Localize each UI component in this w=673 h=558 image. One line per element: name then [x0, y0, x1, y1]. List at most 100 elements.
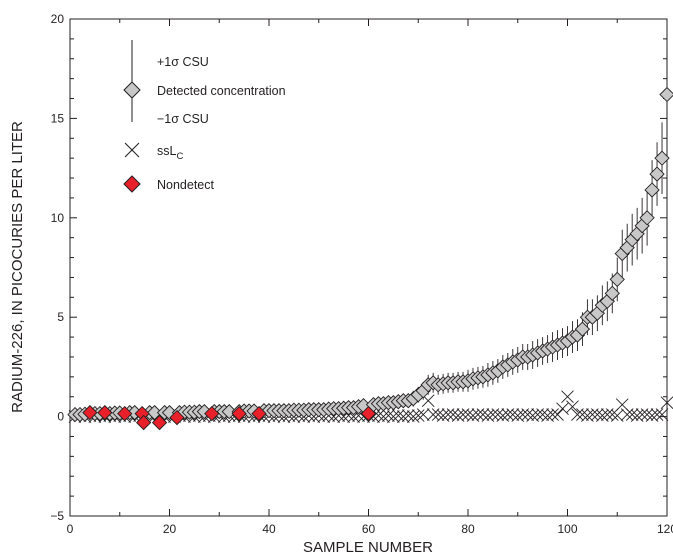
legend-nondetect-diamond-icon [123, 175, 141, 193]
sslc-x-mark [491, 408, 505, 421]
sslc-x-mark [486, 408, 500, 421]
detected-point [639, 210, 655, 226]
sslc-x-mark [536, 408, 549, 421]
sslc-x-mark [501, 408, 515, 421]
sslc-x-mark [660, 396, 673, 410]
legend-nondetect-label: Nondetect [157, 178, 215, 192]
y-tick-labels: −5 0 5 10 15 20 [50, 12, 64, 523]
sslc-x-mark [526, 409, 539, 422]
x-tick-label: 60 [362, 522, 376, 536]
sslc-x-mark [451, 409, 465, 422]
sslc-x-mark [416, 408, 430, 421]
sslc-x-mark [377, 410, 390, 423]
nondetect-point [231, 405, 247, 422]
x-tick-label: 40 [262, 522, 276, 536]
sslc-x-mark [456, 408, 470, 421]
sslc-x-mark [546, 408, 559, 421]
plot-area [67, 18, 673, 517]
sslc-x-mark [645, 409, 659, 422]
sslc-x-mark [596, 409, 609, 422]
nondetect-point [251, 405, 267, 422]
sslc-x-mark [541, 409, 554, 422]
detected-point [574, 321, 591, 337]
x-tick-label: 20 [163, 522, 177, 536]
sslc-x-mark [591, 408, 604, 421]
y-tick-label: 5 [57, 310, 64, 324]
sslc-x-mark [571, 408, 584, 421]
detected-point [659, 86, 673, 103]
sslc-x-mark [561, 390, 574, 404]
sslc-x-mark [476, 408, 490, 421]
sslc-x-mark [411, 409, 425, 422]
legend-plus-csu-label: +1σ CSU [157, 55, 209, 69]
x-tick-label: 120 [657, 522, 673, 536]
sslc-x-mark [630, 409, 644, 422]
sslc-x-mark [620, 408, 634, 421]
sslc-x-mark [387, 410, 400, 423]
sslc-x-mark [461, 408, 475, 421]
detected-point [649, 166, 665, 182]
sslc-x-mark [397, 410, 410, 423]
nondetect-point [135, 414, 152, 431]
nondetect-point [82, 404, 98, 421]
legend-minus-csu-label: −1σ CSU [157, 112, 209, 126]
sslc-x-mark [401, 409, 415, 422]
detected-point [604, 285, 620, 301]
sslc-x-mark [372, 409, 385, 422]
y-tick-label: 10 [51, 211, 65, 225]
sslc-x-mark [566, 400, 579, 413]
sslc-x-mark [551, 408, 564, 421]
sslc-x-mark [650, 408, 664, 421]
y-tick-label: −5 [50, 509, 64, 523]
sslc-x-mark [431, 408, 445, 421]
sslc-x-mark [466, 409, 480, 422]
sslc-x-mark [600, 408, 614, 421]
sslc-x-mark [586, 408, 599, 421]
sslc-x-mark [436, 409, 450, 422]
x-tick-labels: 0 20 40 60 80 100 120 [67, 522, 673, 536]
y-tick-label: 20 [51, 12, 65, 26]
detected-point [644, 182, 660, 198]
sslc-x-mark [426, 408, 440, 421]
sslc-x-mark [521, 408, 535, 421]
x-axis-title: SAMPLE NUMBER [303, 539, 433, 556]
nondetect-point [117, 405, 133, 422]
legend-sslc-label: ssLC [157, 144, 183, 162]
detected-series [67, 46, 673, 423]
sslc-x-mark [496, 409, 510, 422]
sslc-x-mark [625, 408, 639, 421]
sslc-x-mark [576, 408, 589, 421]
sslc-x-mark [392, 409, 405, 422]
sslc-x-mark [506, 408, 520, 421]
nondetect-point [151, 414, 168, 431]
legend-x-mark-icon [124, 142, 140, 158]
sslc-x-mark [610, 409, 624, 422]
sslc-x-mark [531, 408, 544, 421]
nondetect-point [169, 409, 185, 426]
nondetect-point [360, 405, 377, 422]
sslc-x-mark [516, 408, 530, 421]
x-tick-label: 0 [67, 522, 74, 536]
detected-point [654, 150, 670, 166]
nondetect-series [82, 404, 377, 431]
x-tick-label: 100 [557, 522, 577, 536]
sslc-x-mark [441, 408, 455, 421]
y-tick-label: 0 [57, 410, 64, 424]
detected-point [609, 271, 625, 288]
sslc-x-mark [382, 409, 395, 422]
sslc-x-mark [481, 409, 495, 422]
y-axis-title: RADIUM-226, IN PICOCURIES PER LITER [9, 121, 26, 413]
sslc-x-mark [471, 408, 485, 421]
sslc-x-mark [655, 408, 669, 421]
axis-ticks [69, 18, 668, 517]
sslc-x-mark [511, 409, 525, 422]
legend-detected-label: Detected concentration [157, 84, 286, 98]
nondetect-point [204, 405, 220, 422]
x-tick-label: 80 [461, 522, 475, 536]
sslc-x-mark [635, 408, 649, 421]
sslc-x-mark [581, 409, 594, 422]
y-tick-label: 15 [51, 111, 65, 125]
legend-detected-diamond-icon [123, 81, 141, 99]
legend: +1σ CSU Detected concentration −1σ CSU s… [123, 40, 286, 193]
sslc-x-mark [446, 408, 460, 421]
